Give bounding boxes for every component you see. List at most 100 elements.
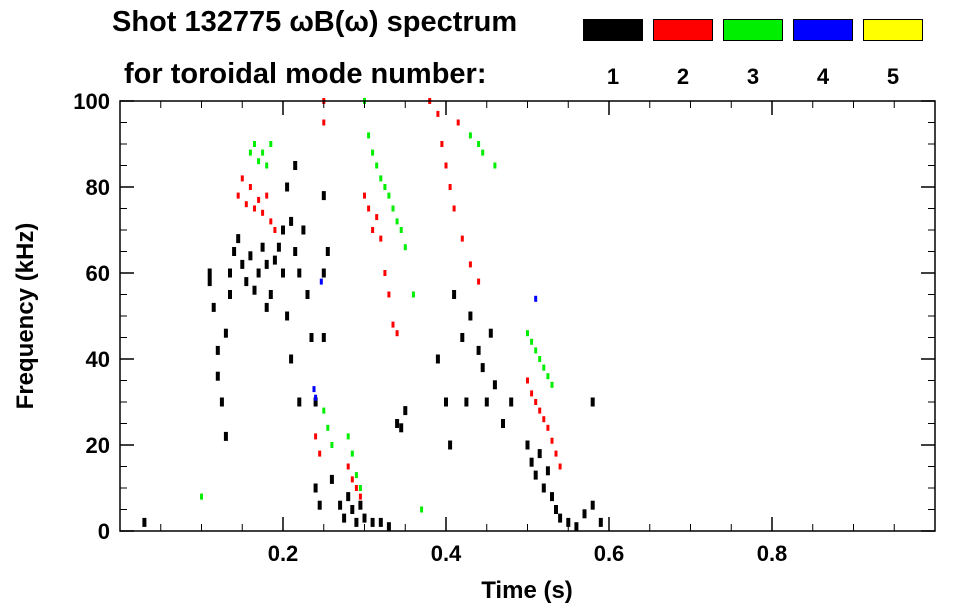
data-point-mode-3 (481, 149, 485, 156)
data-point-mode-2 (538, 407, 542, 414)
legend-swatch-mode-5 (863, 19, 923, 41)
data-point-mode-3 (200, 493, 203, 500)
data-point-mode-3 (550, 381, 554, 388)
data-point-mode-2 (322, 119, 326, 126)
data-point-mode-2 (391, 321, 395, 328)
data-point-mode-3 (346, 433, 350, 440)
data-point-mode-1 (550, 492, 554, 502)
data-point-mode-1 (232, 247, 237, 256)
data-point-mode-1 (309, 333, 314, 342)
data-point-mode-1 (338, 500, 343, 510)
data-point-mode-1 (537, 449, 542, 459)
legend-swatch-mode-1 (583, 19, 643, 41)
legend-label-mode-3: 3 (746, 64, 760, 89)
data-point-mode-1 (533, 470, 538, 480)
data-point-mode-1 (460, 333, 465, 342)
data-point-mode-1 (244, 277, 249, 287)
legend-swatch-mode-4 (793, 19, 853, 41)
data-point-mode-2 (460, 235, 464, 242)
data-point-mode-2 (358, 493, 362, 500)
data-point-mode-2 (534, 399, 538, 405)
data-point-mode-1 (207, 277, 212, 287)
legend-label-mode-5: 5 (886, 64, 900, 89)
data-point-mode-3 (358, 485, 362, 491)
data-point-mode-1 (285, 311, 290, 321)
data-point-mode-1 (313, 397, 318, 407)
data-point-mode-1 (215, 345, 220, 355)
chart-title: Shot 132775 ωB(ω) spectrum (112, 6, 518, 38)
data-point-mode-3 (468, 132, 472, 139)
data-point-mode-2 (448, 184, 452, 190)
data-point-mode-1 (293, 247, 298, 256)
data-point-mode-2 (456, 119, 460, 126)
data-point-mode-1 (317, 500, 322, 510)
data-point-mode-1 (480, 363, 485, 373)
data-point-mode-3 (322, 407, 326, 414)
data-point-mode-1 (554, 505, 558, 514)
data-point-mode-2 (477, 278, 481, 285)
data-point-mode-2 (346, 463, 350, 470)
data-point-mode-4 (312, 386, 316, 393)
data-point-mode-1 (289, 354, 294, 364)
data-point-mode-2 (530, 390, 534, 397)
data-point-mode-3 (367, 132, 371, 139)
data-point-mode-3 (371, 149, 375, 156)
y-tick-label: 20 (86, 433, 110, 458)
data-point-mode-3 (354, 472, 358, 479)
data-point-mode-1 (558, 513, 563, 523)
legend-swatch-mode-3 (723, 19, 783, 41)
data-point-mode-2 (354, 485, 358, 491)
data-point-mode-1 (529, 457, 534, 467)
data-point-mode-1 (541, 483, 546, 493)
data-point-mode-3 (253, 141, 256, 147)
y-tick-label: 40 (86, 347, 110, 372)
data-point-mode-1 (342, 513, 347, 523)
data-point-mode-3 (542, 364, 546, 371)
data-point-mode-4 (314, 394, 318, 401)
data-point-mode-2 (236, 192, 240, 199)
data-point-mode-1 (321, 268, 326, 278)
data-point-mode-2 (395, 330, 399, 337)
data-point-mode-2 (244, 201, 248, 208)
data-point-mode-1 (264, 259, 269, 269)
data-point-mode-2 (379, 235, 383, 242)
data-point-mode-2 (444, 162, 448, 169)
data-point-mode-1 (228, 290, 232, 299)
x-axis-label: Time (s) (481, 577, 573, 604)
data-point-mode-3 (265, 162, 269, 169)
y-tick-label: 80 (86, 175, 110, 200)
data-point-mode-1 (256, 268, 261, 278)
data-point-mode-1 (399, 423, 404, 433)
data-point-mode-1 (598, 517, 603, 527)
data-point-mode-2 (554, 450, 558, 457)
data-point-mode-1 (289, 216, 294, 226)
y-tick-label: 100 (73, 89, 110, 114)
data-point-mode-3 (420, 506, 424, 513)
data-point-mode-2 (546, 424, 550, 431)
data-point-mode-2 (314, 433, 318, 440)
data-point-mode-1 (223, 431, 228, 441)
data-point-mode-3 (330, 442, 334, 448)
data-point-mode-3 (526, 330, 529, 337)
data-point-mode-1 (358, 500, 363, 510)
data-point-mode-1 (488, 328, 493, 338)
data-point-mode-3 (269, 141, 273, 147)
data-point-mode-2 (371, 227, 375, 233)
data-point-mode-2 (350, 476, 354, 483)
data-point-mode-3 (530, 338, 534, 345)
data-point-mode-1 (435, 354, 440, 364)
data-point-mode-3 (257, 158, 261, 165)
data-point-mode-1 (403, 406, 408, 416)
data-point-mode-1 (268, 290, 273, 299)
data-point-mode-3 (395, 218, 399, 225)
x-tick-label: 0.2 (268, 541, 299, 566)
data-point-mode-1 (476, 345, 481, 355)
data-point-mode-1 (305, 290, 310, 299)
data-point-mode-1 (211, 302, 216, 312)
data-point-mode-3 (379, 175, 383, 182)
data-point-mode-1 (566, 517, 571, 527)
data-point-mode-1 (240, 259, 245, 269)
data-point-mode-4 (534, 295, 538, 302)
data-point-mode-1 (297, 397, 302, 407)
data-point-mode-3 (326, 424, 330, 431)
